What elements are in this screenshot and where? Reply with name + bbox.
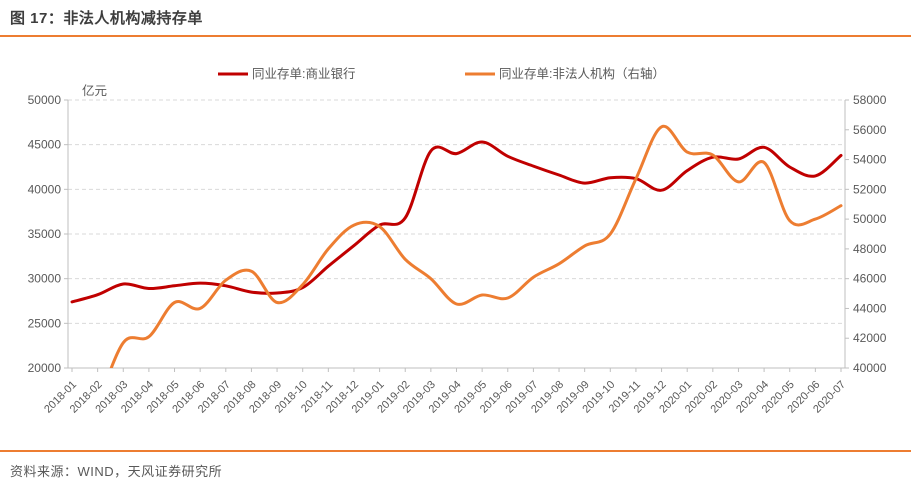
right-axis-tick-label: 54000 xyxy=(853,153,887,167)
left-axis-tick-label: 30000 xyxy=(28,272,62,286)
left-axis-unit-label: 亿元 xyxy=(82,83,107,98)
right-axis-tick-label: 46000 xyxy=(853,272,887,286)
left-axis-tick-label: 45000 xyxy=(28,138,62,152)
figure-title: 图 17：非法人机构减持存单 xyxy=(10,10,203,27)
legend-label: 同业存单:非法人机构（右轴） xyxy=(499,66,665,81)
left-axis-tick-label: 50000 xyxy=(28,93,62,107)
right-axis-tick-label: 58000 xyxy=(853,93,887,107)
left-axis-tick-label: 25000 xyxy=(28,316,62,330)
left-axis-tick-label: 40000 xyxy=(28,182,62,196)
right-axis-tick-label: 48000 xyxy=(853,242,887,256)
line-chart: 50000 45000 40000 35000 30000 25000 20000 58000… xyxy=(0,53,911,443)
legend: 同业存单:商业银行 同业存单:非法人机构（右轴） xyxy=(218,66,665,81)
title-divider xyxy=(0,35,911,37)
series-lines xyxy=(70,124,843,368)
right-axis-tick-label: 50000 xyxy=(853,212,887,226)
legend-item: 同业存单:非法人机构（右轴） xyxy=(465,66,665,81)
right-axis-tick-label: 44000 xyxy=(853,301,887,315)
series-line-non-legal-person xyxy=(109,124,843,368)
source-divider xyxy=(0,450,911,452)
x-axis-labels: 2018-012018-022018-032018-042018-052018-… xyxy=(42,368,848,416)
series-line-commercial-banks xyxy=(70,140,843,304)
right-axis-tick-label: 40000 xyxy=(853,361,887,375)
legend-label: 同业存单:商业银行 xyxy=(252,66,355,81)
right-axis-tick-label: 52000 xyxy=(853,182,887,196)
gridlines xyxy=(68,99,845,324)
left-axis-tick-label: 35000 xyxy=(28,227,62,241)
right-axis-tick-label: 56000 xyxy=(853,123,887,137)
axes: 50000 45000 40000 35000 30000 25000 20000 58000… xyxy=(28,93,887,375)
right-axis-tick-label: 42000 xyxy=(853,331,887,345)
chart-canvas: 50000 45000 40000 35000 30000 25000 20000 58000… xyxy=(28,66,887,416)
data-source-note: 资料来源：WIND，天风证券研究所 xyxy=(10,464,223,479)
left-axis-tick-label: 20000 xyxy=(28,361,62,375)
legend-item: 同业存单:商业银行 xyxy=(218,66,355,81)
